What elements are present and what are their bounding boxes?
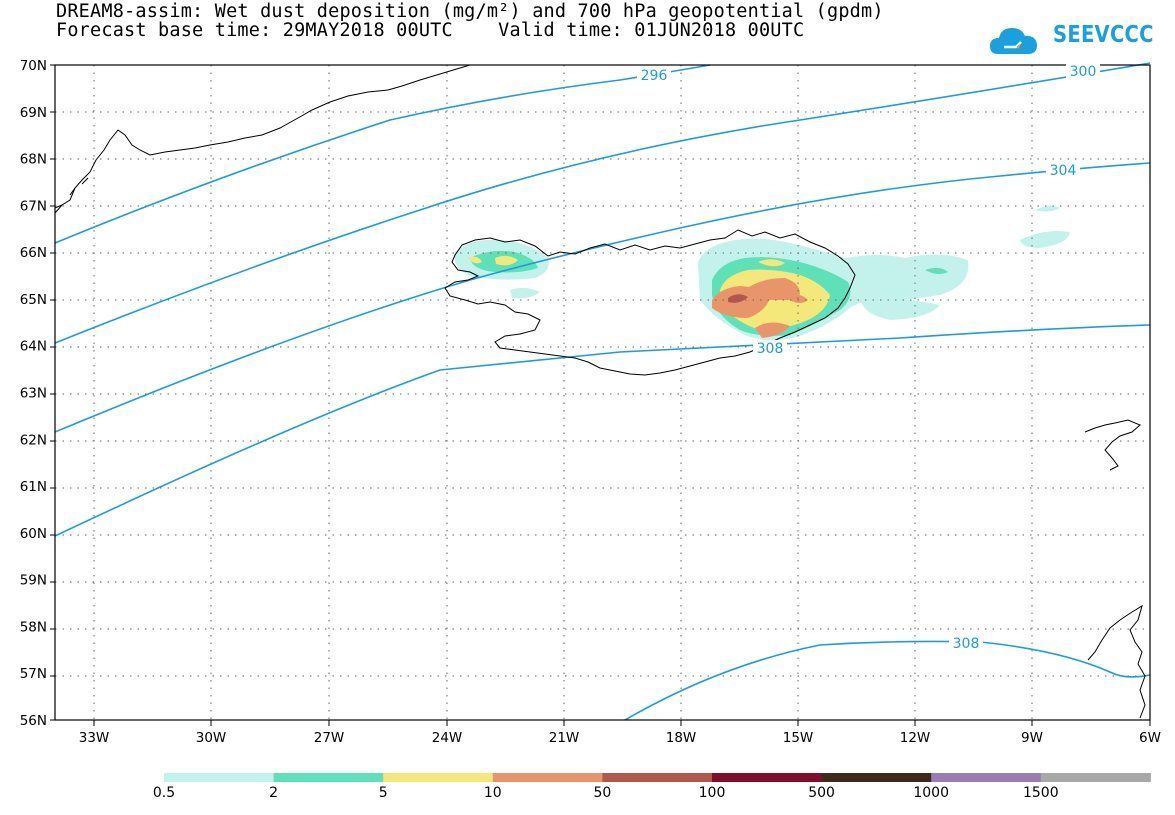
lat-label: 56N [20,713,47,729]
contour-label-bg [637,67,671,83]
contour-label-bg [1046,162,1080,178]
legend-label: 2 [269,785,279,801]
legend-swatch [602,773,713,782]
lon-label: 6W [1139,730,1161,746]
lon-label: 30W [196,730,227,746]
contour-label: 300 [1070,64,1097,80]
legend-label: 1500 [1022,785,1059,801]
lat-label: 64N [20,339,47,355]
legend-label: 500 [808,785,835,801]
contour-label: 304 [1050,163,1077,179]
legend-swatch [931,773,1042,782]
legend-swatch [821,773,932,782]
axis-ticks [50,64,1151,726]
legend-label: 100 [698,785,726,801]
lat-label: 59N [20,573,47,589]
contour-label: 308 [757,341,784,357]
lon-label: 33W [79,730,110,746]
lat-label: 61N [20,479,47,495]
lon-label: 15W [783,730,814,746]
dust-deposition-fill [454,205,1070,341]
legend-swatch [1040,773,1151,782]
longitude-labels: 33W 30W 27W 24W 21W 18W 15W 12W 9W 6W [79,730,1161,746]
lon-label: 24W [432,730,463,746]
lat-label: 60N [20,526,47,542]
contour-label-bg [753,340,787,356]
legend-swatch [383,773,494,782]
contour-label: 296 [641,68,668,84]
map-frame [54,64,1151,721]
lon-label: 21W [549,730,580,746]
legend-label: 10 [483,785,502,801]
logo-text: SEEVCCC [1053,22,1154,48]
lat-label: 57N [20,666,47,682]
forecast-times: Forecast base time: 29MAY2018 00UTC Vali… [56,20,805,41]
map-title: DREAM8-assim: Wet dust deposition (mg/m²… [56,1,884,22]
legend-swatch [273,773,384,782]
lat-label: 69N [20,105,47,121]
lat-label: 67N [20,198,47,214]
lon-label: 12W [900,730,931,746]
legend-label: 50 [593,785,612,801]
contour-label-bg [1066,63,1100,79]
contour-label-bg [949,635,983,651]
graticule [55,65,1150,720]
coastline [54,64,1146,719]
legend-label: 1000 [913,785,950,801]
lat-label: 68N [20,152,47,168]
legend-colorbar [164,773,1151,782]
legend-label: 0.5 [152,785,176,801]
lat-label: 62N [20,432,47,448]
lat-label: 63N [20,386,47,402]
lat-label: 65N [20,292,47,308]
contour-labels: 296 300 304 308 308 [637,63,1100,652]
lon-label: 27W [314,730,345,746]
geopotential-contours [54,62,1151,721]
lon-label: 9W [1021,730,1043,746]
cloud-logo-icon [990,28,1037,54]
legend-swatch [164,773,275,782]
lon-label: 18W [666,730,697,746]
lat-label: 58N [20,619,47,635]
latitude-labels: 70N 69N 68N 67N 66N 65N 64N 63N 62N 61N 60N 59N 58N 5… [20,58,47,729]
legend-swatch [492,773,603,782]
legend-label: 5 [378,785,388,801]
contour-label: 308 [953,636,980,652]
lat-label: 70N [20,58,47,74]
lat-label: 66N [20,245,47,261]
legend-swatch [712,773,823,782]
